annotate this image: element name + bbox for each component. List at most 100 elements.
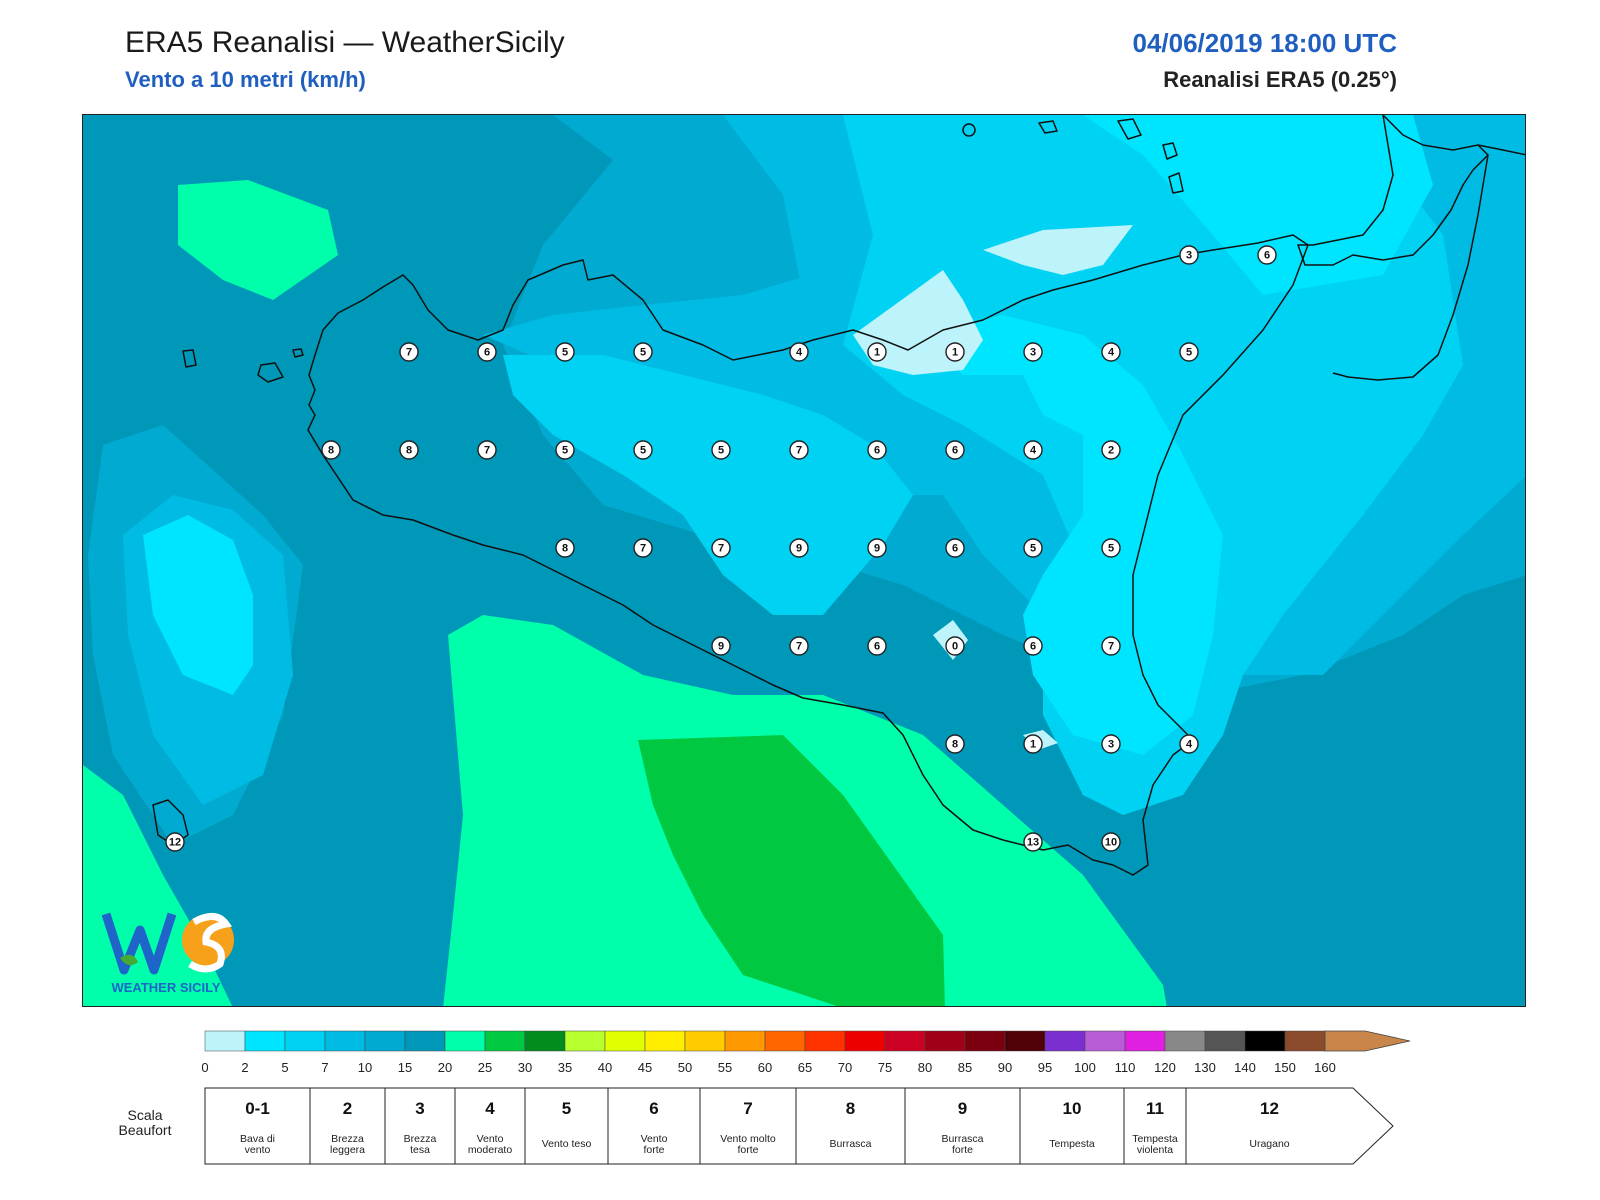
wind-value-label: 10 xyxy=(1105,837,1117,849)
calabria-coast-2 xyxy=(1332,144,1525,381)
colorbar-tick-label: 160 xyxy=(1314,1060,1336,1075)
colorbar-tick-label: 95 xyxy=(1038,1060,1052,1075)
colorbar-tick-label: 2 xyxy=(241,1060,248,1075)
field-2 xyxy=(923,115,1433,755)
colorbar-tick-label: 10 xyxy=(358,1060,372,1075)
wind-value-label: 8 xyxy=(328,445,334,457)
colorbar-swatch xyxy=(644,1030,686,1052)
wind-value-label: 7 xyxy=(718,543,724,555)
colorbar-swatch xyxy=(604,1030,646,1052)
colorbar-tick-label: 50 xyxy=(678,1060,692,1075)
beaufort-desc-line1: Tempesta xyxy=(1132,1133,1178,1145)
colorbar-tick-label: 100 xyxy=(1074,1060,1096,1075)
wind-value-circle xyxy=(945,636,965,656)
wind-value-label: 4 xyxy=(1186,739,1193,751)
colorbar-swatch xyxy=(1004,1030,1046,1052)
colorbar-swatch xyxy=(884,1030,926,1052)
wind-value-circle xyxy=(945,538,965,558)
beaufort-desc-line1: Brezza xyxy=(331,1133,364,1145)
wind-value-circle xyxy=(477,440,497,460)
colorbar-tick-label: 85 xyxy=(958,1060,972,1075)
colorbar-tick-label: 25 xyxy=(478,1060,492,1075)
wind-value-circle xyxy=(1023,440,1043,460)
wind-value-marker: 4 xyxy=(1023,440,1043,460)
wind-value-label: 5 xyxy=(1108,543,1114,555)
beaufort-desc-line1: Vento teso xyxy=(542,1138,592,1150)
wind-value-label: 1 xyxy=(874,347,880,359)
beaufort-number: 3 xyxy=(415,1099,424,1118)
wind-value-marker: 5 xyxy=(633,342,653,362)
wind-value-circle xyxy=(1179,342,1199,362)
wind-value-marker: 2 xyxy=(1101,440,1121,460)
wind-value-circle xyxy=(555,440,575,460)
wind-value-label: 5 xyxy=(562,347,568,359)
wind-value-marker: 7 xyxy=(477,440,497,460)
wind-value-marker: 3 xyxy=(1023,342,1043,362)
wind-value-label: 2 xyxy=(1108,445,1114,457)
wind-value-label: 4 xyxy=(1108,347,1115,359)
beaufort-desc-line2: forte xyxy=(952,1144,973,1156)
colorbar-tick-label: 70 xyxy=(838,1060,852,1075)
wind-value-label: 5 xyxy=(1186,347,1192,359)
wind-value-marker: 6 xyxy=(867,636,887,656)
colorbar-tick-label: 7 xyxy=(321,1060,328,1075)
wind-value-marker: 6 xyxy=(1257,245,1277,265)
wind-value-circle xyxy=(555,342,575,362)
wind-value-marker: 9 xyxy=(867,538,887,558)
beaufort-desc-line2: forte xyxy=(737,1144,758,1156)
wind-value-circle xyxy=(1023,636,1043,656)
wind-value-circle xyxy=(789,538,809,558)
beaufort-desc-line1: Bava di xyxy=(240,1133,275,1145)
colorbar-swatch xyxy=(1084,1030,1126,1052)
colorbar-swatch xyxy=(1284,1030,1326,1052)
colorbar-swatch xyxy=(1204,1030,1246,1052)
wind-value-label: 6 xyxy=(874,445,880,457)
wind-value-circle xyxy=(711,538,731,558)
field-5b xyxy=(503,355,913,615)
colorbar-tick-label: 120 xyxy=(1154,1060,1176,1075)
colorbar-swatch xyxy=(404,1030,446,1052)
beaufort-desc-line2: leggera xyxy=(330,1144,365,1156)
wind-value-label: 3 xyxy=(1030,347,1036,359)
wind-value-circle xyxy=(1101,342,1121,362)
wind-value-marker: 13 xyxy=(1023,832,1043,852)
wind-value-label: 9 xyxy=(718,641,724,653)
beaufort-outline xyxy=(204,1087,1394,1165)
beaufort-desc-line1: Uragano xyxy=(1249,1138,1289,1150)
wind-value-label: 8 xyxy=(952,739,958,751)
wind-value-circle xyxy=(945,440,965,460)
beaufort-desc-line1: Vento xyxy=(477,1133,504,1145)
beaufort-desc-line1: Burrasca xyxy=(941,1133,983,1145)
colorbar-swatch xyxy=(844,1030,886,1052)
beaufort-number: 10 xyxy=(1063,1099,1082,1118)
colorbar-tick-label: 75 xyxy=(878,1060,892,1075)
wind-map-svg: 7 6 5 5 4 1 1 3 4 58 8 7 5 5 5 7 6 6 4 28 7 7 9 9 6 5 59 7 6 0 6 78 1 3 41… xyxy=(83,115,1525,1006)
wind-value-marker: 5 xyxy=(633,440,653,460)
wind-value-circle xyxy=(633,538,653,558)
wind-value-circle xyxy=(399,440,419,460)
colorbar-tick-label: 15 xyxy=(398,1060,412,1075)
colorbar-tick-label: 0 xyxy=(201,1060,208,1075)
map-datetime: 04/06/2019 18:00 UTC xyxy=(1132,28,1397,58)
map-subtitle: Vento a 10 metri (km/h) xyxy=(125,67,366,92)
logo-text: WEATHER SICILY xyxy=(111,980,220,995)
field-25 xyxy=(638,735,945,1006)
colorbar-swatch xyxy=(284,1030,326,1052)
wind-value-label: 3 xyxy=(1108,739,1114,751)
legend: 0 2 5 7 10 15 20 25 30 35 40 45 50 55 60 65 70 75 80 85 90 95… xyxy=(119,1030,1411,1165)
beaufort-desc-line2: violenta xyxy=(1137,1144,1173,1156)
egadi-islands xyxy=(182,348,304,383)
wind-value-circle xyxy=(789,440,809,460)
wind-value-circle xyxy=(1101,636,1121,656)
wind-value-marker: 1 xyxy=(867,342,887,362)
wind-value-marker: 6 xyxy=(867,440,887,460)
colorbar-tick-label: 40 xyxy=(598,1060,612,1075)
wind-value-marker: 5 xyxy=(1101,538,1121,558)
wind-value-marker: 6 xyxy=(945,538,965,558)
wind-value-marker: 8 xyxy=(555,538,575,558)
beaufort-number: 11 xyxy=(1146,1099,1164,1118)
beaufort-number: 2 xyxy=(343,1099,352,1118)
colorbar-swatch xyxy=(1044,1030,1086,1052)
wind-value-marker: 7 xyxy=(789,440,809,460)
colorbar-tick-label: 60 xyxy=(758,1060,772,1075)
